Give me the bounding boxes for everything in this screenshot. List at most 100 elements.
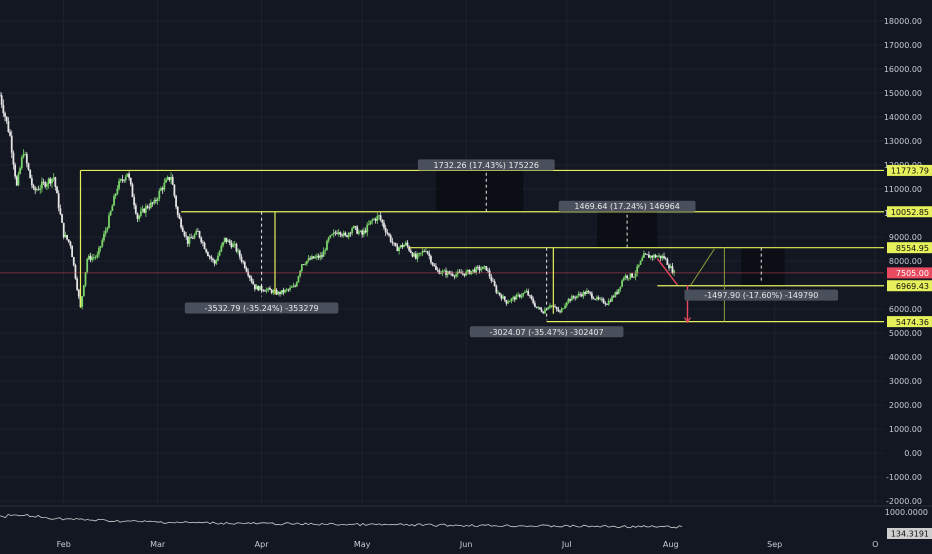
candle-body: [270, 289, 273, 293]
candle-body: [237, 250, 240, 252]
candle-body: [495, 286, 498, 293]
candle-body: [466, 269, 469, 272]
candle-body: [520, 295, 523, 298]
candle-body: [233, 243, 236, 245]
candle-body: [347, 232, 350, 237]
candle-body: [629, 273, 632, 279]
candle-body: [482, 266, 484, 270]
candle-body: [403, 245, 406, 248]
candle-body: [378, 215, 380, 217]
candle-body: [669, 266, 672, 269]
candle-body: [240, 256, 243, 262]
candle-body: [282, 290, 285, 293]
candle-body: [166, 177, 169, 180]
candle-body: [525, 290, 528, 293]
structure-lines: [79, 170, 725, 324]
candle-body: [243, 262, 246, 269]
candle-body: [175, 195, 177, 207]
candle-body: [450, 273, 452, 275]
candle-body: [196, 230, 199, 232]
x-tick-label: Aug: [663, 540, 679, 549]
candle-body: [451, 273, 454, 276]
candle-body: [238, 250, 241, 257]
candle-body: [616, 292, 618, 294]
candle-body: [62, 222, 65, 238]
candle-body: [587, 290, 590, 293]
candle-body: [279, 292, 281, 294]
candle-body: [394, 243, 397, 247]
candle-body: [307, 258, 310, 261]
candle-body: [0, 95, 3, 105]
candle-body: [116, 188, 119, 194]
candle-body: [671, 266, 674, 274]
candle-body: [430, 256, 432, 263]
candle-body: [133, 197, 136, 206]
candle-body: [522, 293, 525, 296]
x-tick-label: Sep: [767, 540, 782, 549]
candle-body: [205, 249, 208, 253]
candle-body: [376, 216, 379, 221]
level-tag-label: 8554.95: [896, 244, 929, 253]
candle-body: [436, 269, 439, 271]
candle-body: [134, 205, 137, 214]
candle-body: [59, 208, 62, 215]
candle-body: [290, 287, 293, 288]
candle-body: [171, 177, 174, 185]
candle-body: [540, 309, 543, 312]
candle-body: [146, 206, 149, 208]
measure-label-bg: [417, 159, 555, 171]
candle-body: [599, 298, 602, 300]
candle-body: [72, 257, 75, 266]
candle-body: [361, 230, 364, 235]
candle-body: [52, 177, 55, 179]
candle-body: [408, 246, 411, 251]
candle-body: [253, 284, 256, 290]
candle-body: [596, 297, 598, 300]
candle-body: [624, 275, 627, 278]
candle-body: [259, 285, 261, 291]
measure-label: -3532.79 (-35.24%) -353279: [205, 304, 319, 313]
candle-body: [66, 234, 68, 240]
candle-body: [220, 245, 223, 252]
candle-body: [480, 269, 483, 271]
candle-body: [414, 253, 417, 259]
candle-body: [617, 288, 620, 294]
candle-body: [584, 292, 587, 294]
candle-body: [515, 294, 518, 300]
y-tick-label: 14000.00: [884, 113, 922, 122]
candle-body: [2, 104, 5, 114]
measure-label: 1469.64 (17.24%) 146964: [574, 202, 679, 211]
candle-body: [428, 253, 431, 257]
candle-body: [210, 256, 213, 259]
candle-body: [512, 297, 515, 299]
candle-body: [592, 297, 595, 300]
candle-body: [188, 237, 191, 244]
candle-body: [121, 179, 124, 181]
measure-boxes: [435, 170, 785, 286]
measurements: 1732.26 (17.43%) 175226 1469.64 (17.24%) …: [184, 159, 839, 338]
candle-body: [554, 306, 556, 308]
y-tick-label: 18000.00: [884, 17, 922, 26]
oscillator-line: [0, 513, 683, 529]
candle-body: [585, 290, 588, 294]
candle-body: [252, 281, 255, 285]
candle-body: [228, 240, 231, 244]
candle-body: [57, 193, 60, 209]
candle-body: [314, 257, 317, 259]
candle-body: [336, 233, 338, 234]
candle-body: [183, 231, 186, 236]
candle-body: [265, 289, 268, 292]
candle-body: [198, 231, 201, 238]
candle-body: [413, 253, 416, 257]
candle-body: [139, 211, 142, 216]
candle-body: [109, 210, 112, 216]
candle-body: [341, 234, 343, 236]
candle-body: [502, 296, 504, 299]
candle-body: [326, 240, 328, 251]
y-tick-label: 4000.00: [889, 353, 922, 362]
candle-body: [591, 293, 593, 298]
candle-body: [151, 202, 154, 204]
y-tick-label: 6000.00: [889, 305, 922, 314]
candle-body: [673, 270, 675, 274]
